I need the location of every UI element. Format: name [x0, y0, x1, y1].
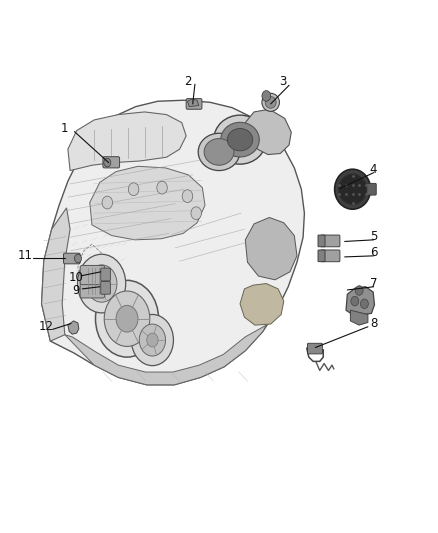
Circle shape [78, 254, 126, 313]
FancyBboxPatch shape [101, 268, 110, 281]
Circle shape [355, 286, 363, 295]
FancyBboxPatch shape [103, 157, 120, 168]
Circle shape [95, 276, 108, 292]
Circle shape [104, 291, 150, 346]
FancyBboxPatch shape [321, 250, 340, 262]
FancyBboxPatch shape [318, 235, 325, 247]
Circle shape [131, 314, 173, 366]
Circle shape [147, 333, 158, 347]
Text: 12: 12 [39, 320, 53, 333]
Text: 2: 2 [184, 75, 192, 88]
Polygon shape [245, 217, 297, 280]
FancyBboxPatch shape [101, 281, 110, 294]
Circle shape [182, 190, 193, 203]
FancyBboxPatch shape [64, 253, 80, 264]
Ellipse shape [204, 139, 234, 165]
FancyBboxPatch shape [321, 235, 340, 247]
Ellipse shape [262, 93, 279, 111]
Circle shape [139, 324, 166, 356]
Polygon shape [240, 284, 284, 325]
Circle shape [351, 296, 359, 306]
Text: 7: 7 [370, 277, 378, 290]
Ellipse shape [221, 123, 259, 157]
FancyBboxPatch shape [307, 343, 322, 354]
Text: 6: 6 [370, 246, 378, 259]
Polygon shape [68, 112, 186, 171]
Polygon shape [68, 321, 79, 334]
Circle shape [86, 265, 117, 302]
Ellipse shape [227, 128, 253, 151]
Circle shape [102, 196, 113, 209]
Text: 9: 9 [72, 284, 80, 297]
Circle shape [104, 158, 111, 167]
Text: 8: 8 [370, 317, 377, 330]
Circle shape [128, 183, 139, 196]
Circle shape [116, 305, 138, 332]
Text: 11: 11 [18, 249, 33, 262]
Text: 10: 10 [69, 271, 84, 284]
Polygon shape [42, 208, 70, 341]
Polygon shape [90, 166, 205, 240]
Ellipse shape [214, 115, 266, 164]
Text: 1: 1 [61, 123, 69, 135]
Circle shape [262, 91, 271, 101]
Circle shape [191, 207, 201, 220]
Polygon shape [346, 287, 374, 316]
Polygon shape [187, 99, 199, 107]
Ellipse shape [198, 133, 240, 171]
Polygon shape [350, 310, 368, 325]
FancyBboxPatch shape [365, 183, 376, 195]
Text: 4: 4 [370, 163, 378, 176]
FancyBboxPatch shape [80, 265, 105, 285]
Polygon shape [42, 100, 304, 385]
Text: 5: 5 [370, 230, 377, 243]
Polygon shape [65, 325, 266, 385]
FancyBboxPatch shape [186, 99, 202, 109]
Circle shape [157, 181, 167, 194]
Text: 3: 3 [279, 75, 286, 88]
FancyBboxPatch shape [80, 279, 105, 298]
Ellipse shape [335, 169, 371, 209]
Polygon shape [245, 109, 291, 155]
Circle shape [360, 299, 368, 309]
Ellipse shape [265, 96, 276, 108]
Circle shape [74, 254, 81, 263]
Ellipse shape [338, 174, 367, 205]
FancyBboxPatch shape [318, 250, 325, 262]
Circle shape [95, 280, 159, 357]
